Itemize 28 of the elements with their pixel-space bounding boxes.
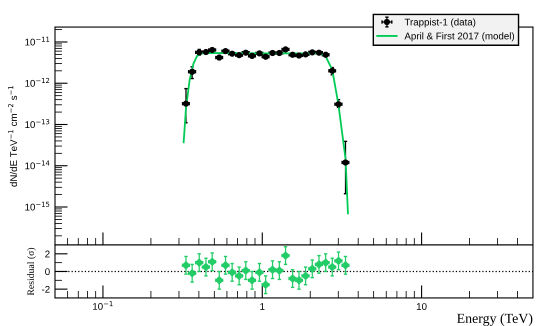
point (301, 272, 310, 280)
point (235, 272, 244, 280)
y-tick-label: 0 (45, 268, 50, 276)
y-tick-label: -2 (42, 286, 50, 293)
point (255, 268, 264, 276)
point (202, 262, 210, 272)
point (314, 260, 324, 269)
point (328, 262, 336, 272)
x-axis-title: Energy (TeV) (457, 313, 532, 326)
x-tick-label: 10$^{−1}$ (93, 301, 113, 310)
point (288, 274, 297, 283)
y-tick-label: 10$^{−13}$ (25, 119, 50, 128)
y-tick-label: 10$^{−15}$ (25, 202, 50, 211)
point (275, 266, 284, 275)
y-tick-label: 10$^{−12}$ (25, 78, 50, 87)
x-tick-label: 1 (260, 303, 265, 310)
y-tick-label: 10$^{−11}$ (25, 36, 50, 46)
point (281, 251, 290, 260)
y-tick-label: 10$^{−14}$ (25, 160, 50, 170)
y-tick-label: 2 (45, 250, 50, 258)
y-axis-title: Residual (σ) (27, 248, 36, 296)
legend-label: Trappist-1 (data) (404, 18, 476, 28)
x-tick-label: 10 (416, 303, 427, 310)
legend-label: April & First 2017 (model) (404, 32, 514, 42)
point (334, 256, 343, 266)
point (242, 266, 250, 275)
point (228, 268, 236, 276)
y-axis-title: dN/dE TeV$^{−1}$ cm$^{−2}$ s$^{−1}$ (8, 86, 18, 187)
